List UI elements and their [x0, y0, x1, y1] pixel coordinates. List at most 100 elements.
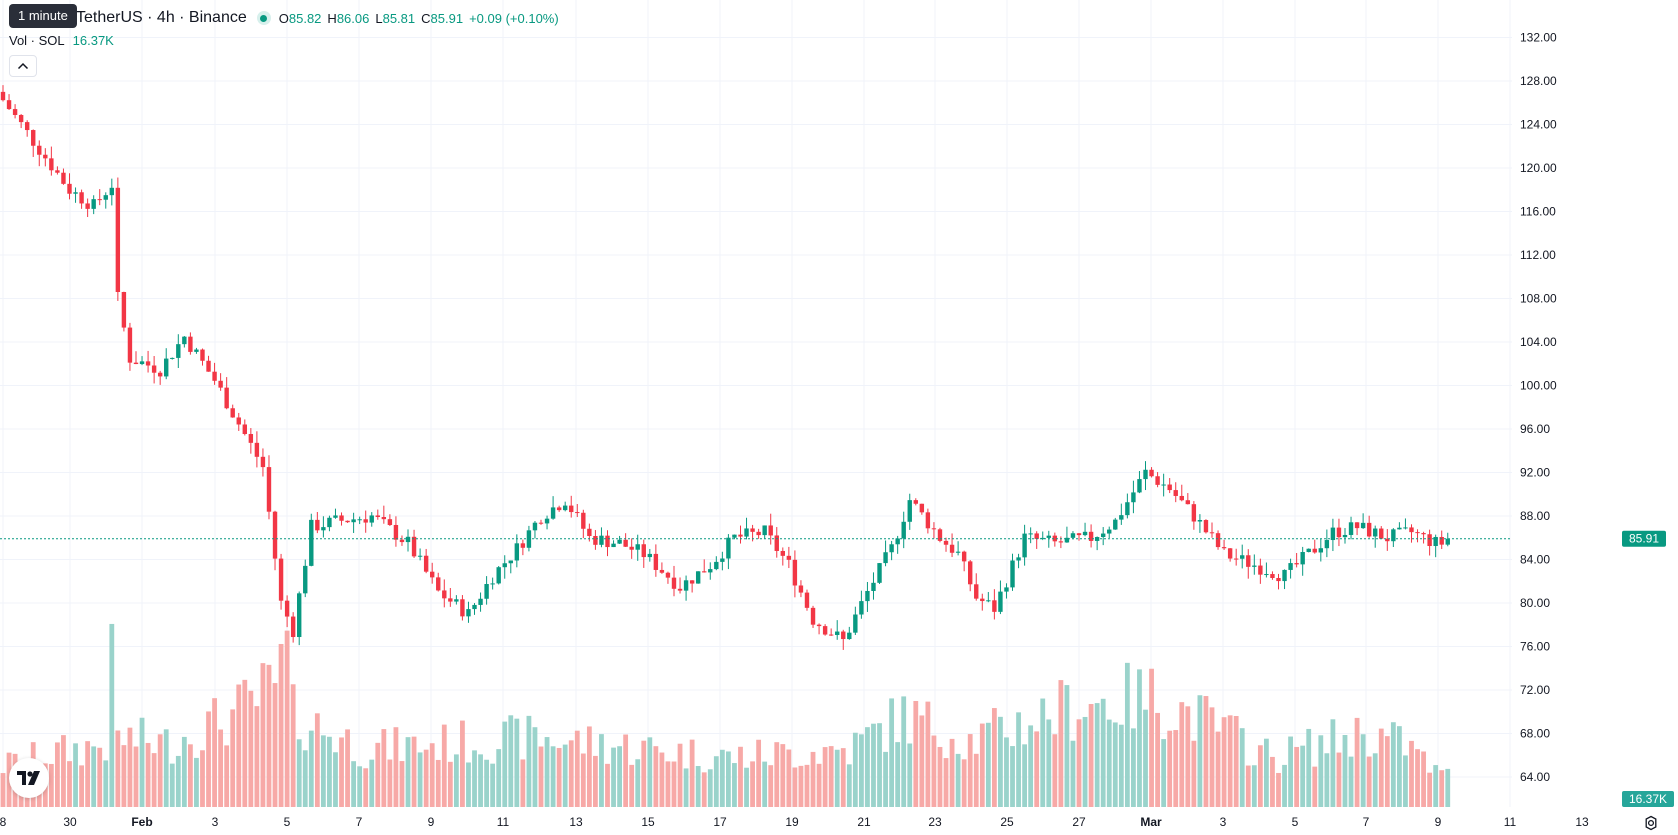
volume-bar [236, 684, 242, 807]
candle-body [1161, 484, 1166, 486]
candle-body [575, 512, 580, 514]
candle-body [218, 380, 223, 388]
candle-body [333, 515, 338, 518]
volume-bar [97, 747, 103, 807]
candle-body [478, 598, 483, 605]
candle-body [345, 520, 350, 523]
volume-bar [635, 759, 641, 807]
volume-bar [1070, 740, 1076, 807]
candle-body [1203, 520, 1209, 533]
candle-body [974, 584, 979, 599]
chart-settings-button[interactable] [1640, 813, 1662, 833]
candle-body [176, 344, 181, 358]
candle-body [1070, 533, 1076, 538]
time-axis[interactable]: 8 30 Feb 3 5 7 9 11 13 15 17 19 21 23 25 27 Mar 3 5 7 9 11 13 [0, 815, 1589, 829]
volume-bar [381, 729, 387, 807]
x-tick-label: 19 [785, 815, 799, 829]
tradingview-logo[interactable] [9, 758, 49, 798]
volume-bar [423, 749, 429, 807]
volume-bar [719, 749, 725, 807]
volume-bar [998, 716, 1003, 807]
volume-bar [230, 709, 236, 807]
candle-body [780, 550, 786, 556]
volume-bar [852, 732, 858, 807]
x-tick-label: 8 [0, 815, 7, 829]
volume-bar [605, 763, 610, 807]
candle-body [750, 528, 755, 532]
volume-bar [961, 759, 967, 807]
market-status-icon[interactable] [256, 11, 271, 25]
candle-body [623, 539, 628, 547]
candle-body [484, 584, 489, 599]
y-tick-label: 132.00 [1520, 31, 1557, 45]
volume-bar [1294, 746, 1300, 807]
candle-body [937, 529, 943, 541]
symbol-title[interactable]: TetherUS · 4h · Binance [76, 9, 247, 26]
volume-bar [290, 684, 296, 807]
candle-body [242, 424, 247, 435]
y-tick-label: 84.00 [1520, 553, 1550, 567]
candle-body [520, 543, 526, 548]
candle-body [417, 555, 423, 557]
volume-bar [683, 768, 689, 807]
volume-bar [550, 746, 556, 807]
volume-bar [865, 727, 870, 807]
volume-bar [151, 753, 157, 807]
candle-body [206, 360, 211, 372]
candle-body [853, 614, 858, 633]
volume-bar [502, 721, 508, 807]
volume-bar [949, 738, 955, 807]
candle-body [1385, 538, 1390, 542]
volume-bar [1106, 719, 1112, 807]
volume-bar [556, 747, 562, 807]
volume-bar [713, 756, 719, 807]
volume-bar [653, 746, 659, 807]
volume-bar [1088, 704, 1094, 807]
x-tick-label: Mar [1140, 815, 1162, 829]
candle-body [61, 172, 66, 184]
volume-bar [1137, 669, 1142, 807]
volume-bar [194, 757, 199, 807]
x-tick-label: 11 [497, 815, 510, 829]
volume-legend[interactable]: Vol · SOL 16.37K [9, 33, 114, 48]
volume-bars [0, 623, 1451, 807]
candle-body [448, 598, 453, 602]
volume-bar [514, 718, 520, 807]
candle-body [1366, 522, 1372, 537]
y-tick-label: 80.00 [1520, 596, 1550, 610]
last-volume-badge: 16.37K [1622, 791, 1674, 807]
volume-bar [478, 754, 483, 807]
candle-body [544, 518, 550, 524]
candle-body [115, 187, 121, 293]
candle-body [127, 327, 133, 363]
candle-body [744, 528, 749, 537]
volume-bar [115, 730, 121, 807]
volume-bar [1348, 756, 1354, 807]
candle-body [1179, 495, 1184, 501]
volume-bar [73, 743, 78, 807]
volume-bar [387, 759, 393, 807]
candle-body [272, 511, 278, 559]
candle-body [581, 512, 586, 529]
candle-body [1022, 533, 1027, 558]
volume-bar [532, 727, 538, 807]
volume-bar [629, 764, 635, 807]
symbol-legend[interactable]: TetherUS · 4h · Binance O85.82 H86.06 L8… [76, 8, 559, 28]
candle-body [284, 600, 290, 617]
volume-bar [973, 753, 979, 807]
volume-bar [889, 698, 895, 807]
candle-body [248, 434, 254, 443]
close-value: C85.91 [421, 10, 464, 26]
volume-bar [1173, 730, 1179, 807]
volume-bar [913, 700, 919, 807]
collapse-legend-button[interactable] [9, 55, 37, 77]
price-axis[interactable]: 132.00 128.00 124.00 120.00 116.00 112.00 108.… [1520, 31, 1557, 785]
volume-bar [218, 729, 224, 807]
volume-bar [593, 755, 598, 807]
candle-body [1004, 587, 1009, 592]
volume-bar [919, 715, 925, 807]
volume-bar [792, 767, 798, 807]
volume-bar [677, 743, 683, 807]
volume-bar [296, 739, 302, 807]
